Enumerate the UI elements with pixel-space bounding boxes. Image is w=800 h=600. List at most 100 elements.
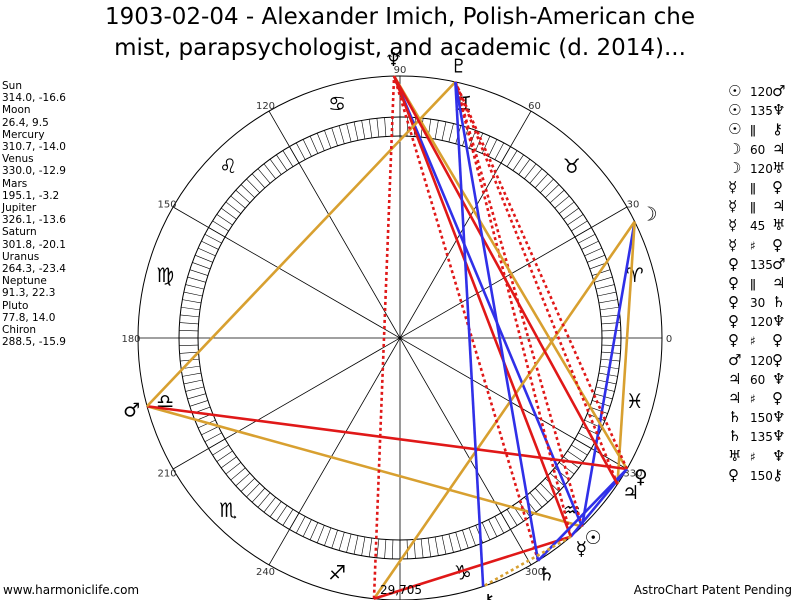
aspect-line [454, 81, 573, 537]
degree-tick [240, 478, 255, 492]
aspect-entry: ♀ 30 ♄ [728, 293, 785, 312]
degree-tick [420, 538, 424, 558]
planet-list: Sun 314.0, -16.6 Moon 26.4, 9.5 Mercury 310.7… [2, 80, 66, 348]
aspect-line [372, 76, 396, 599]
degree-tick [201, 240, 219, 250]
aspect-value: 30 [750, 296, 766, 311]
zodiac-sign-glyph: ♑ [454, 561, 472, 585]
aspect-value: ♯ [750, 238, 756, 253]
aspect-value: 60 [750, 142, 766, 157]
degree-tick [189, 400, 208, 407]
degree-tick [216, 214, 233, 226]
planet-name-pluto: Pluto [2, 299, 29, 312]
degree-tick [361, 536, 366, 556]
degree-tick [187, 276, 206, 283]
degree-tick [263, 163, 276, 180]
aspect-value: 135 [750, 257, 773, 272]
zodiac-sign-glyph: ♉ [563, 154, 581, 178]
planet-markers: ☉☽☿♀♂♃♄♅♆♇⚷ [123, 49, 657, 600]
aspect-entry: ♀ ǁ ♃ [728, 274, 785, 293]
degree-tick [529, 492, 543, 508]
planet-coords-saturn: 301.8, -20.1 [2, 238, 66, 251]
aspect-planet-2: ♂ [772, 254, 786, 273]
degree-label: 210 [157, 469, 176, 480]
degree-tick [384, 539, 387, 559]
aspect-planet-1: ♃ [728, 389, 742, 407]
planet-coords-chiron: 288.5, -15.9 [2, 336, 66, 349]
aspect-planet-2: ♆ [772, 446, 786, 465]
aspect-planet-1: ☿ [728, 177, 738, 196]
aspect-entry: ☿ 45 ♅ [728, 216, 785, 235]
degree-tick [434, 120, 439, 140]
aspect-line [454, 81, 629, 470]
planet-coords-jupiter: 326.1, -13.6 [2, 214, 66, 227]
degree-tick [225, 462, 242, 475]
aspect-planet-1: ☉ [728, 82, 742, 100]
aspect-line [392, 75, 540, 562]
aspect-planet-1: ♄ [728, 427, 742, 446]
degree-tick [361, 120, 366, 140]
aspect-planet-2: ♄ [772, 293, 786, 312]
aspect-entry: ☿ ǁ ♀ [728, 178, 785, 197]
degree-tick [302, 519, 312, 537]
degree-tick [221, 207, 237, 220]
degree-tick [263, 496, 276, 513]
aspect-planet-1: ☿ [728, 235, 738, 254]
degree-tick [246, 483, 260, 498]
degree-tick [376, 538, 380, 558]
zodiac-sign-glyph: ♋ [328, 91, 346, 115]
degree-tick [494, 142, 505, 160]
degree-tick [376, 118, 380, 138]
aspect-planet-1: ♀ [728, 465, 739, 484]
degree-label: 0 [666, 334, 672, 345]
degree-tick [494, 516, 505, 534]
degree-tick [316, 132, 325, 151]
degree-tick [185, 284, 205, 290]
degree-tick [225, 201, 242, 214]
degree-tick [558, 201, 575, 214]
degree-tick [581, 240, 599, 250]
aspect-line [454, 81, 584, 527]
degree-tick [338, 125, 345, 144]
degree-tick [180, 314, 200, 318]
degree-tick [595, 284, 615, 290]
degree-tick [368, 537, 373, 557]
aspect-value: 135 [750, 430, 773, 445]
planet-glyph-mercury: ☿ [575, 538, 587, 560]
degree-label: 30 [627, 200, 640, 211]
planet-name-uranus: Uranus [2, 250, 40, 263]
degree-tick [584, 247, 603, 257]
degree-tick [240, 184, 255, 198]
aspect-line [373, 535, 572, 600]
degree-tick [282, 509, 294, 526]
footer-website[interactable]: www.harmoniclife.com [3, 583, 140, 597]
degree-tick [601, 344, 621, 347]
aspect-planet-1: ♅ [728, 446, 742, 465]
aspect-entry: ♂ 120♀ [728, 351, 785, 370]
degree-tick [331, 127, 338, 146]
aspect-value: 120 [750, 161, 773, 176]
degree-tick [235, 189, 251, 204]
title-line-1: 1903-02-04 - Alexander Imich, Polish-Ame… [104, 4, 696, 30]
degree-tick [179, 329, 199, 332]
aspect-entry: ♀ 120♆ [728, 312, 785, 331]
aspect-planet-2: ♃ [772, 273, 786, 292]
degree-tick [567, 214, 584, 226]
degree-tick [594, 276, 613, 283]
aspect-line [454, 81, 485, 587]
degree-label: 60 [528, 101, 541, 112]
aspect-planet-2: ♀ [772, 389, 783, 407]
planet-glyph-moon: ☽ [640, 203, 657, 225]
planet-name-jupiter: Jupiter [2, 202, 37, 215]
aspect-entry: ☉ ǁ ⚷ [728, 120, 785, 139]
aspect-entry: ♀ ♯ ♀ [728, 331, 785, 350]
degree-tick [481, 522, 491, 541]
aspect-entry: ♀ 150⚷ [728, 466, 785, 485]
aspect-planet-2: ♆ [772, 312, 786, 331]
zodiac-sign-glyph: ♐ [328, 561, 346, 585]
aspect-value: 150 [750, 468, 773, 483]
aspect-planet-1: ♃ [728, 369, 742, 388]
degree-tick [192, 262, 211, 270]
aspect-entry: ☿ ♯ ♀ [728, 236, 785, 255]
aspect-value: 135 [750, 104, 773, 119]
